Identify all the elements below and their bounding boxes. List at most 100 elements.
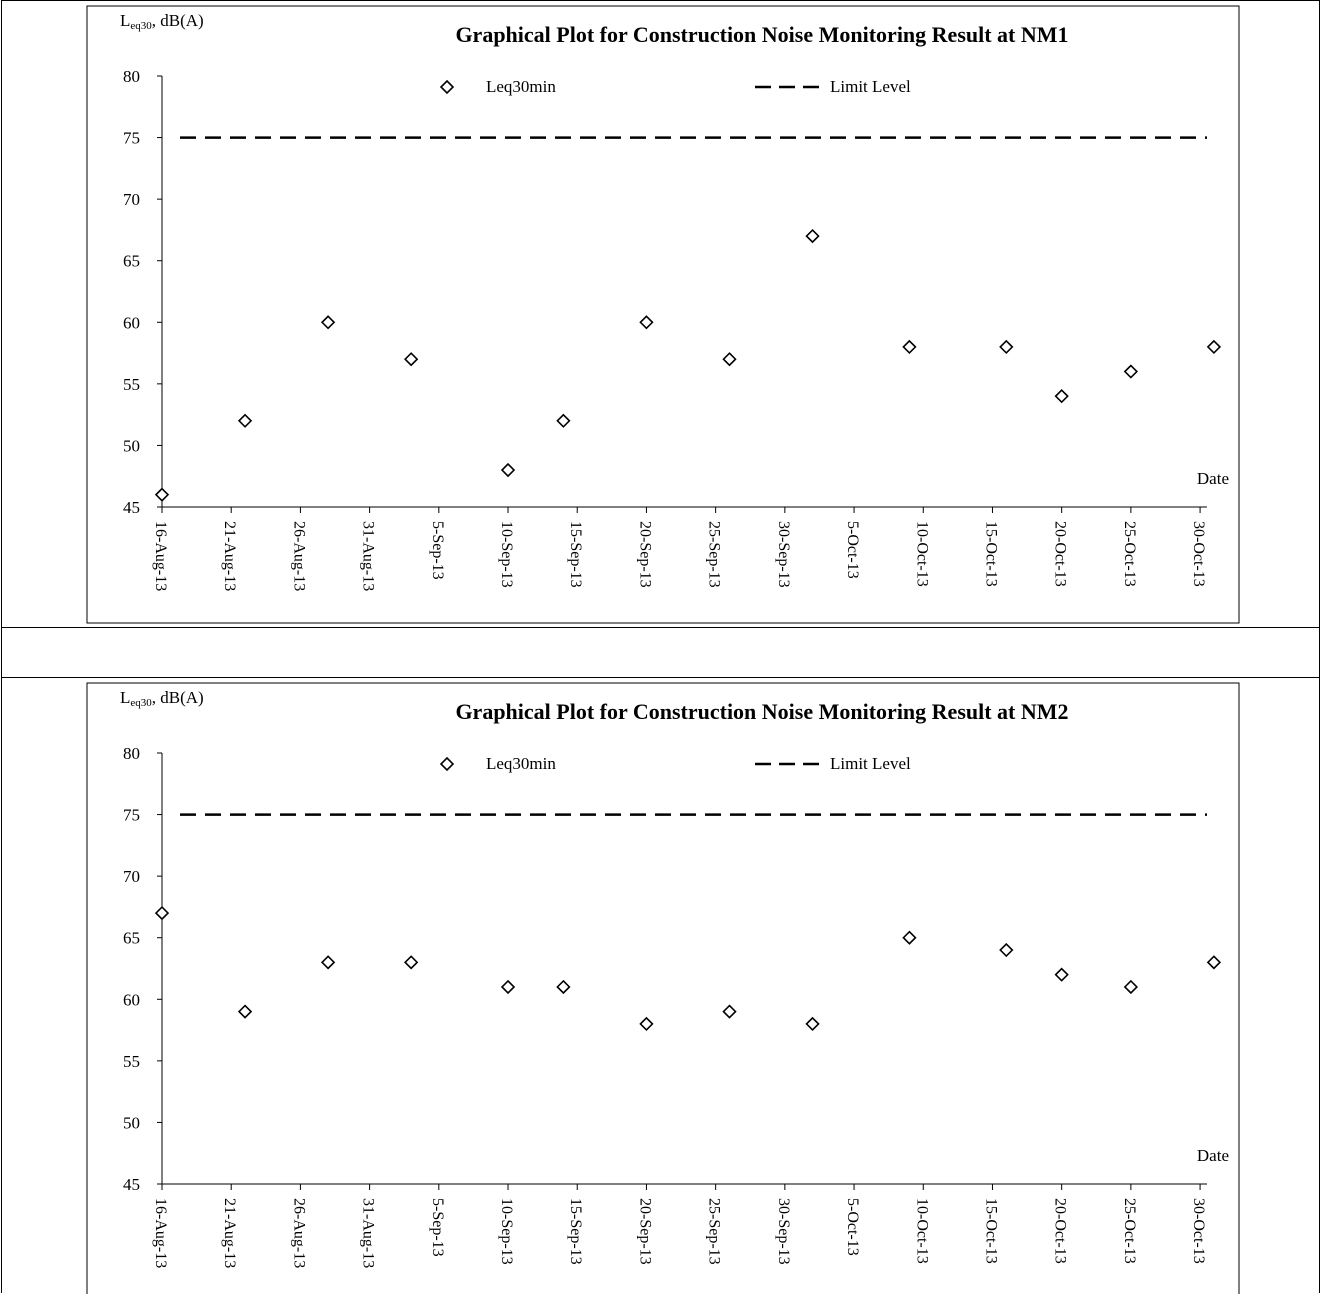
x-tick-label: 31-Aug-13 bbox=[360, 1198, 377, 1268]
x-tick-label: 10-Oct-13 bbox=[913, 521, 930, 587]
y-axis-label-rest: , dB(A) bbox=[152, 688, 204, 707]
data-point-marker bbox=[404, 352, 419, 367]
legend-diamond-marker bbox=[439, 79, 455, 95]
y-tick-label: 55 bbox=[123, 375, 140, 394]
data-point-marker bbox=[722, 352, 737, 367]
x-tick-label: 20-Sep-13 bbox=[636, 521, 653, 588]
x-tick-label: 30-Sep-13 bbox=[775, 521, 792, 588]
x-tick-label: 30-Oct-13 bbox=[1190, 521, 1207, 587]
data-point-marker bbox=[404, 955, 419, 970]
y-axis-label-sub: eq30 bbox=[130, 20, 152, 32]
y-tick-label: 45 bbox=[123, 1175, 140, 1194]
x-tick-label: 10-Oct-13 bbox=[913, 1198, 930, 1264]
data-point-marker bbox=[999, 339, 1014, 355]
data-point-marker bbox=[639, 1016, 654, 1032]
x-tick-label: 20-Oct-13 bbox=[1052, 521, 1069, 587]
y-tick-label: 50 bbox=[123, 436, 140, 455]
y-tick-label: 45 bbox=[123, 498, 140, 517]
x-tick-label: 31-Aug-13 bbox=[360, 521, 377, 591]
legend-label-leq30min: Leq30min bbox=[486, 754, 556, 773]
y-tick-label: 60 bbox=[123, 313, 140, 332]
x-tick-label: 25-Oct-13 bbox=[1121, 521, 1138, 587]
x-tick-label: 26-Aug-13 bbox=[290, 1198, 307, 1268]
y-tick-label: 60 bbox=[123, 990, 140, 1009]
chart-cell-nm2: Graphical Plot for Construction Noise Mo… bbox=[1, 677, 1320, 1294]
data-point-marker bbox=[320, 315, 336, 330]
chart-title: Graphical Plot for Construction Noise Mo… bbox=[455, 22, 1068, 47]
x-tick-label: 21-Aug-13 bbox=[221, 1198, 238, 1268]
data-point-marker bbox=[154, 905, 170, 921]
y-tick-label: 80 bbox=[123, 744, 140, 763]
x-tick-label: 30-Oct-13 bbox=[1190, 1198, 1207, 1264]
y-tick-label: 65 bbox=[123, 252, 140, 271]
chart-cell-nm1: Graphical Plot for Construction Noise Mo… bbox=[1, 0, 1320, 628]
y-axis-label: Leq30, dB(A) bbox=[120, 11, 204, 32]
x-axis-label: Date bbox=[1197, 1146, 1229, 1165]
data-point-marker bbox=[639, 315, 654, 330]
x-tick-label: 21-Aug-13 bbox=[221, 521, 238, 591]
data-point-marker bbox=[500, 462, 516, 478]
data-point-marker bbox=[320, 955, 336, 970]
data-point-marker bbox=[805, 228, 820, 244]
y-axis-label-main: L bbox=[120, 11, 130, 30]
y-tick-label: 70 bbox=[123, 867, 140, 886]
x-tick-label: 15-Oct-13 bbox=[982, 1198, 999, 1264]
legend-label-limit-level: Limit Level bbox=[830, 77, 911, 96]
y-axis-label-main: L bbox=[120, 688, 130, 707]
x-tick-label: 10-Sep-13 bbox=[498, 521, 515, 588]
y-tick-label: 75 bbox=[123, 129, 140, 148]
chart-nm2: Graphical Plot for Construction Noise Mo… bbox=[86, 682, 1240, 1294]
x-tick-label: 16-Aug-13 bbox=[152, 521, 169, 591]
y-tick-label: 55 bbox=[123, 1052, 140, 1071]
x-tick-label: 5-Oct-13 bbox=[844, 1198, 861, 1256]
chart-2-group: Graphical Plot for Construction Noise Mo… bbox=[86, 682, 1240, 1294]
data-point-marker bbox=[1123, 364, 1139, 379]
data-point-marker bbox=[1054, 389, 1069, 404]
x-tick-label: 15-Sep-13 bbox=[567, 521, 584, 588]
chart-title: Graphical Plot for Construction Noise Mo… bbox=[455, 699, 1068, 724]
x-tick-label: 15-Oct-13 bbox=[982, 521, 999, 587]
y-axis-label-rest: , dB(A) bbox=[152, 11, 204, 30]
legend-label-leq30min: Leq30min bbox=[486, 77, 556, 96]
y-tick-label: 65 bbox=[123, 929, 140, 948]
y-tick-label: 50 bbox=[123, 1113, 140, 1132]
legend-label-limit-level: Limit Level bbox=[830, 754, 911, 773]
data-point-marker bbox=[500, 979, 516, 995]
data-point-marker bbox=[1206, 955, 1222, 970]
x-tick-label: 25-Sep-13 bbox=[706, 521, 723, 588]
x-tick-label: 30-Sep-13 bbox=[775, 1198, 792, 1265]
y-axis-label-sub: eq30 bbox=[130, 697, 152, 709]
chart-nm1: Graphical Plot for Construction Noise Mo… bbox=[86, 5, 1240, 624]
x-tick-label: 5-Sep-13 bbox=[429, 521, 446, 580]
data-point-marker bbox=[722, 1004, 737, 1019]
y-axis-label: Leq30, dB(A) bbox=[120, 688, 204, 709]
chart-frame bbox=[86, 682, 1240, 1294]
data-point-marker bbox=[902, 339, 917, 355]
data-point-marker bbox=[1206, 339, 1222, 355]
data-point-marker bbox=[237, 1004, 253, 1019]
table-spacer-row bbox=[1, 627, 1320, 678]
x-tick-label: 5-Oct-13 bbox=[844, 521, 861, 579]
x-tick-label: 20-Oct-13 bbox=[1052, 1198, 1069, 1264]
x-tick-label: 25-Sep-13 bbox=[706, 1198, 723, 1265]
data-point-marker bbox=[154, 487, 170, 502]
y-tick-label: 80 bbox=[123, 67, 140, 86]
x-tick-label: 26-Aug-13 bbox=[290, 521, 307, 591]
data-point-marker bbox=[902, 930, 917, 945]
x-axis-label: Date bbox=[1197, 469, 1229, 488]
data-point-marker bbox=[556, 979, 571, 995]
data-point-marker bbox=[1123, 979, 1139, 995]
chart-frame bbox=[86, 5, 1240, 624]
x-tick-label: 15-Sep-13 bbox=[567, 1198, 584, 1265]
data-point-marker bbox=[1054, 967, 1069, 982]
legend-diamond-marker bbox=[439, 756, 455, 772]
data-point-marker bbox=[805, 1016, 820, 1032]
x-tick-label: 20-Sep-13 bbox=[636, 1198, 653, 1265]
x-tick-label: 25-Oct-13 bbox=[1121, 1198, 1138, 1264]
x-tick-label: 5-Sep-13 bbox=[429, 1198, 446, 1257]
x-tick-label: 10-Sep-13 bbox=[498, 1198, 515, 1265]
data-point-marker bbox=[237, 413, 253, 428]
y-tick-label: 75 bbox=[123, 806, 140, 825]
data-point-marker bbox=[556, 413, 571, 428]
chart-1-group: Graphical Plot for Construction Noise Mo… bbox=[86, 5, 1240, 624]
